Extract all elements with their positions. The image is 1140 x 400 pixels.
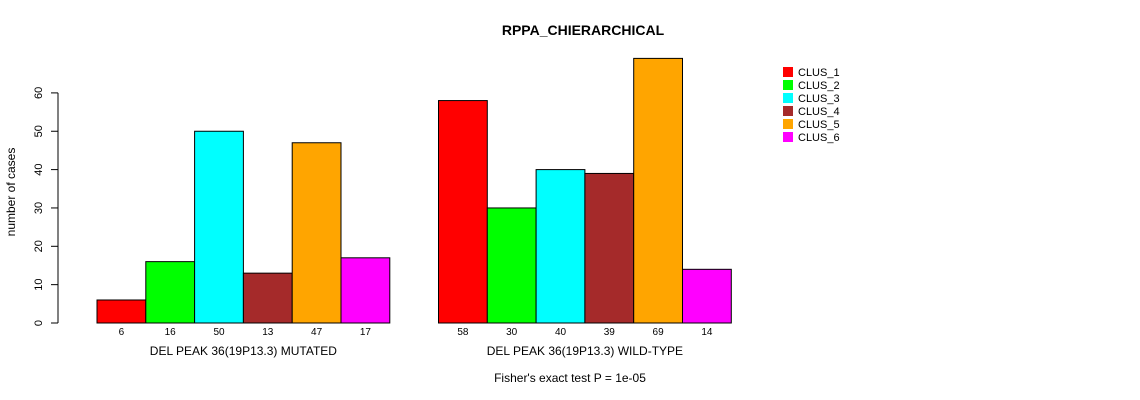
bar-clus-5 bbox=[633, 57, 684, 324]
y-axis: 0 10 20 30 40 50 60 bbox=[33, 87, 59, 326]
legend-swatch bbox=[783, 132, 793, 142]
count-label: 14 bbox=[701, 327, 713, 338]
group-label: DEL PEAK 36(19P13.3) WILD-TYPE bbox=[487, 344, 683, 358]
count-label: 69 bbox=[653, 327, 665, 338]
bar-clus-6 bbox=[340, 257, 391, 324]
fisher-test-footnote: Fisher's exact test P = 1e-05 bbox=[494, 371, 646, 385]
group-label: DEL PEAK 36(19P13.3) MUTATED bbox=[150, 344, 338, 358]
bar-clus-6 bbox=[682, 268, 732, 324]
count-label: 50 bbox=[213, 327, 225, 338]
count-label: 30 bbox=[506, 327, 518, 338]
legend-label: CLUS_3 bbox=[798, 93, 840, 105]
bars bbox=[96, 57, 732, 324]
count-label: 40 bbox=[555, 327, 567, 338]
count-label: 16 bbox=[165, 327, 177, 338]
legend-label: CLUS_1 bbox=[798, 67, 840, 79]
y-tick-label: 30 bbox=[33, 202, 45, 214]
group-labels: DEL PEAK 36(19P13.3) MUTATED DEL PEAK 36(… bbox=[150, 344, 683, 358]
y-tick-label: 10 bbox=[33, 279, 45, 291]
chart-title: RPPA_CHIERARCHICAL bbox=[502, 22, 665, 38]
bar-clus-1 bbox=[96, 299, 147, 324]
y-tick-label: 0 bbox=[33, 320, 45, 326]
count-label: 58 bbox=[457, 327, 469, 338]
bar-clus-4 bbox=[242, 272, 293, 324]
count-labels: 6 16 50 13 47 17 58 30 40 39 69 14 bbox=[119, 327, 713, 338]
bar-clus-3 bbox=[535, 169, 586, 324]
count-label: 6 bbox=[119, 327, 125, 338]
y-tick-label: 60 bbox=[33, 87, 45, 99]
count-label: 47 bbox=[311, 327, 323, 338]
y-tick-label: 50 bbox=[33, 125, 45, 137]
legend-label: CLUS_2 bbox=[798, 80, 840, 92]
count-label: 13 bbox=[262, 327, 274, 338]
bar-clus-2 bbox=[486, 207, 537, 324]
legend-swatch bbox=[783, 93, 793, 103]
legend-label: CLUS_4 bbox=[798, 106, 840, 118]
bar-clus-1 bbox=[438, 100, 488, 324]
legend-swatch bbox=[783, 80, 793, 90]
legend-label: CLUS_6 bbox=[798, 132, 840, 144]
y-axis-label: number of cases bbox=[4, 148, 18, 237]
count-label: 17 bbox=[360, 327, 372, 338]
bar-clus-3 bbox=[194, 130, 244, 324]
bar-clus-4 bbox=[584, 172, 635, 324]
bar-clus-2 bbox=[145, 261, 196, 324]
legend-swatch bbox=[783, 106, 793, 116]
y-tick-label: 40 bbox=[33, 163, 45, 175]
legend-label: CLUS_5 bbox=[798, 119, 840, 131]
count-label: 39 bbox=[604, 327, 616, 338]
bar-clus-5 bbox=[291, 142, 342, 324]
legend-swatch bbox=[783, 119, 793, 129]
y-tick-label: 20 bbox=[33, 240, 45, 252]
legend-swatch bbox=[783, 67, 793, 77]
